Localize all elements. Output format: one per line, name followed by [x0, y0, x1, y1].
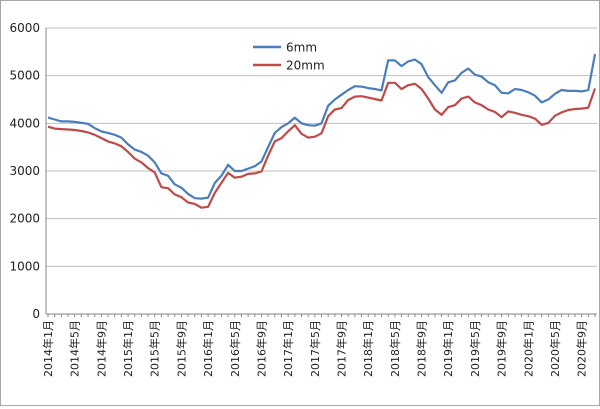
x-tick-label: 2018年5月 — [388, 320, 402, 377]
x-tick-label: 2016年9月 — [254, 320, 268, 377]
x-tick-label: 2018年1月 — [361, 320, 375, 377]
x-tick-label: 2016年1月 — [201, 320, 215, 377]
x-tick-label: 2014年9月 — [94, 320, 108, 377]
legend-label: 20mm — [286, 59, 325, 73]
x-tick-label: 2020年1月 — [521, 320, 535, 377]
legend-label: 6mm — [286, 41, 317, 55]
x-tick-label: 2015年9月 — [174, 320, 188, 377]
x-tick-label: 2018年9月 — [415, 320, 429, 377]
gridlines — [46, 27, 597, 267]
x-tick-label: 2017年5月 — [308, 320, 322, 377]
x-tick-label: 2017年1月 — [281, 320, 295, 377]
series-line-20mm — [47, 81, 597, 209]
y-tick-label: 5000 — [9, 69, 40, 83]
series-line-6mm — [47, 53, 597, 200]
x-tick-label: 2014年1月 — [41, 320, 55, 377]
y-tick-label: 6000 — [9, 21, 40, 35]
x-tick-label: 2020年5月 — [548, 320, 562, 377]
y-tick-label: 2000 — [9, 212, 40, 226]
series-lines — [47, 53, 597, 209]
x-tick-label: 2015年1月 — [121, 320, 135, 377]
x-tick-labels: 2014年1月 2014年5月 2014年9月 2015年1月 2015年5月 2015年… — [41, 320, 589, 377]
x-tick-label: 2014年5月 — [68, 320, 82, 377]
legend: 6mm 20mm — [253, 41, 325, 73]
y-tick-label: 0 — [32, 307, 40, 321]
x-tick-label: 2019年5月 — [468, 320, 482, 377]
x-tick-label: 2020年9月 — [575, 320, 589, 377]
y-tick-labels: 0 1000 2000 3000 4000 5000 6000 — [9, 21, 40, 321]
y-tick-label: 4000 — [9, 116, 40, 130]
y-tick-label: 3000 — [9, 164, 40, 178]
x-tick-label: 2016年5月 — [228, 320, 242, 377]
x-tick-label: 2019年9月 — [495, 320, 509, 377]
axes — [45, 28, 597, 317]
x-tick-label: 2019年1月 — [441, 320, 455, 377]
x-tick-label: 2015年5月 — [148, 320, 162, 377]
y-tick-label: 1000 — [9, 259, 40, 273]
x-tick-label: 2017年9月 — [335, 320, 349, 377]
